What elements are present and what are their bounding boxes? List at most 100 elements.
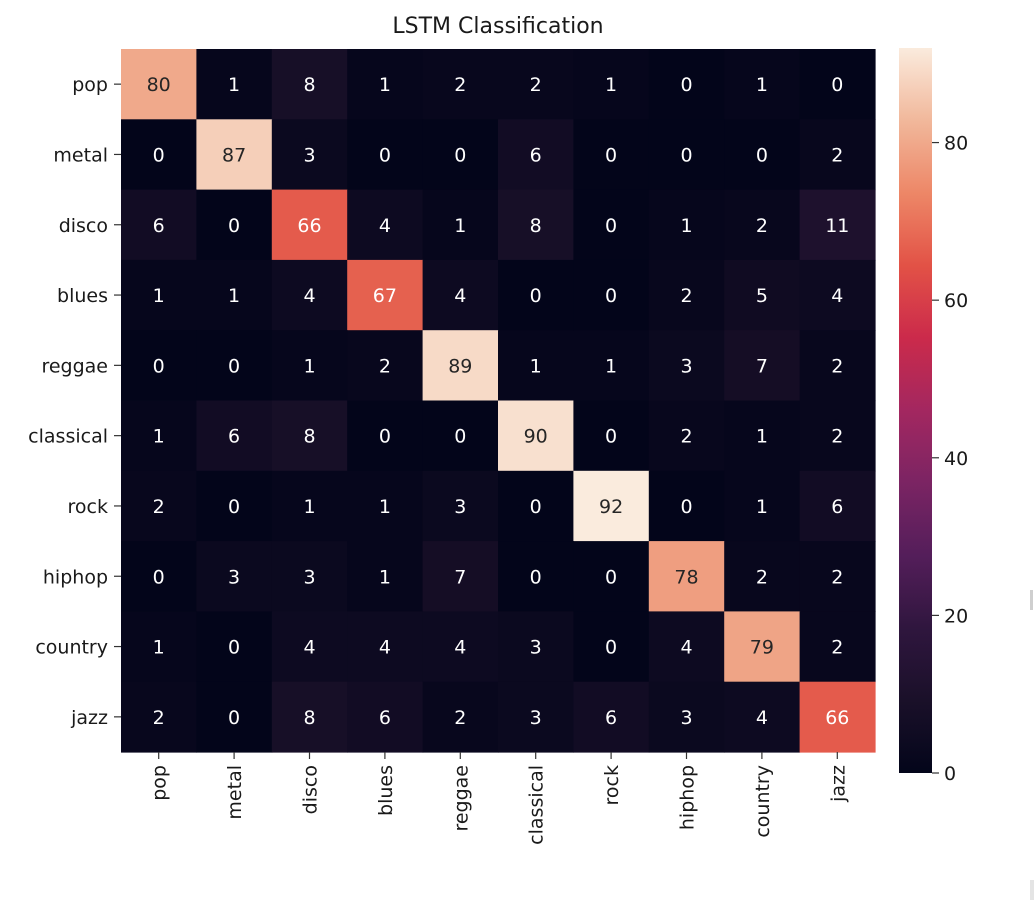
heatmap-cell xyxy=(799,330,876,402)
cell-value-label: 6 xyxy=(228,426,240,448)
heatmap-cell xyxy=(648,119,725,191)
cell-value-label: 3 xyxy=(530,707,542,729)
y-tick-label: pop xyxy=(72,74,108,96)
heatmap-cell xyxy=(648,259,725,331)
heatmap-cell xyxy=(196,189,273,261)
cell-value-label: 11 xyxy=(825,215,849,237)
heatmap-cell xyxy=(724,470,801,542)
cell-value-label: 3 xyxy=(680,355,692,377)
heatmap-cell xyxy=(724,611,801,683)
cell-value-label: 0 xyxy=(228,355,240,377)
heatmap-cell xyxy=(121,119,197,191)
heatmap-cell xyxy=(196,259,273,331)
heatmap-cell xyxy=(422,259,499,331)
heatmap-cell xyxy=(573,259,650,331)
heatmap-cell xyxy=(121,470,197,542)
cell-value-label: 8 xyxy=(530,215,542,237)
x-tick-label: rock xyxy=(601,765,623,805)
heatmap-cell xyxy=(724,49,801,120)
heatmap-cell xyxy=(724,189,801,261)
cell-value-label: 0 xyxy=(605,215,617,237)
heatmap-cell xyxy=(121,49,197,120)
cell-value-label: 1 xyxy=(756,74,768,96)
heatmap-cell xyxy=(121,611,197,683)
cell-value-label: 3 xyxy=(530,637,542,659)
cell-value-label: 7 xyxy=(756,355,768,377)
heatmap-cell xyxy=(121,400,197,472)
x-axis: pop metal disco blues reggae classical rock hip… xyxy=(149,752,849,845)
heatmap-cell xyxy=(422,49,499,120)
edge-artifact xyxy=(1030,590,1033,610)
cell-value-label: 0 xyxy=(153,144,165,166)
heatmap-cell xyxy=(799,259,876,331)
heatmap-cell xyxy=(799,119,876,191)
heatmap-cell xyxy=(648,400,725,472)
heatmap-cell xyxy=(196,541,273,612)
heatmap-cell xyxy=(799,681,876,753)
cell-value-label: 0 xyxy=(454,144,466,166)
cell-value-label: 0 xyxy=(605,144,617,166)
y-tick-label: reggae xyxy=(41,355,108,377)
heatmap-cell xyxy=(648,49,725,120)
heatmap-cell xyxy=(271,611,348,683)
cell-value-label: 1 xyxy=(379,496,391,518)
cell-value-label: 0 xyxy=(153,566,165,588)
heatmap-cell xyxy=(724,681,801,753)
cell-value-label: 89 xyxy=(448,355,472,377)
cell-value-label: 8 xyxy=(303,74,315,96)
heatmap-cell xyxy=(498,119,574,191)
heatmap-cell xyxy=(799,189,876,261)
cell-value-label: 6 xyxy=(153,215,165,237)
heatmap-cell xyxy=(422,611,499,683)
heatmap-cell xyxy=(498,259,574,331)
cell-value-label: 4 xyxy=(379,637,391,659)
x-tick-label: hiphop xyxy=(677,765,699,830)
cell-value-label: 2 xyxy=(831,426,843,448)
heatmap-cell xyxy=(498,330,574,402)
edge-artifact xyxy=(1030,880,1034,900)
cell-value-label: 1 xyxy=(303,496,315,518)
cell-value-label: 78 xyxy=(674,566,698,588)
heatmap-cell xyxy=(347,400,424,472)
heatmap-cell xyxy=(573,541,650,612)
cell-value-label: 2 xyxy=(831,144,843,166)
heatmap-cell xyxy=(498,681,574,753)
heatmap-cell xyxy=(121,189,197,261)
heatmap-cell xyxy=(573,49,650,120)
heatmap-cell xyxy=(422,681,499,753)
heatmap-cell xyxy=(724,541,801,612)
cell-value-label: 3 xyxy=(680,707,692,729)
cell-value-label: 3 xyxy=(303,144,315,166)
x-tick-label: country xyxy=(752,765,774,838)
heatmap-cell xyxy=(121,541,197,612)
heatmap-cell xyxy=(271,470,348,542)
heatmap-cell xyxy=(347,681,424,753)
cell-value-label: 5 xyxy=(756,285,768,307)
heatmap-cell xyxy=(724,330,801,402)
cell-value-label: 3 xyxy=(228,566,240,588)
heatmap-cell xyxy=(422,119,499,191)
cell-value-label: 2 xyxy=(454,74,466,96)
heatmap-cell xyxy=(196,330,273,402)
heatmap-cell xyxy=(422,330,499,402)
cell-value-label: 4 xyxy=(756,707,768,729)
heatmap-cell xyxy=(271,541,348,612)
cell-value-label: 0 xyxy=(228,215,240,237)
heatmap-cell xyxy=(422,541,499,612)
y-tick-label: disco xyxy=(59,215,108,237)
heatmap-cell xyxy=(196,470,273,542)
cell-value-label: 0 xyxy=(756,144,768,166)
x-tick-label: pop xyxy=(149,765,171,801)
cell-value-label: 8 xyxy=(303,426,315,448)
heatmap-cell xyxy=(347,119,424,191)
x-tick-label: metal xyxy=(224,765,246,820)
cell-value-label: 6 xyxy=(605,707,617,729)
cell-value-label: 4 xyxy=(454,285,466,307)
heatmap-cell xyxy=(498,189,574,261)
cell-value-label: 0 xyxy=(530,496,542,518)
x-tick-label: jazz xyxy=(827,765,849,803)
heatmap-cell xyxy=(724,119,801,191)
cell-value-label: 0 xyxy=(605,426,617,448)
cell-value-label: 0 xyxy=(153,355,165,377)
